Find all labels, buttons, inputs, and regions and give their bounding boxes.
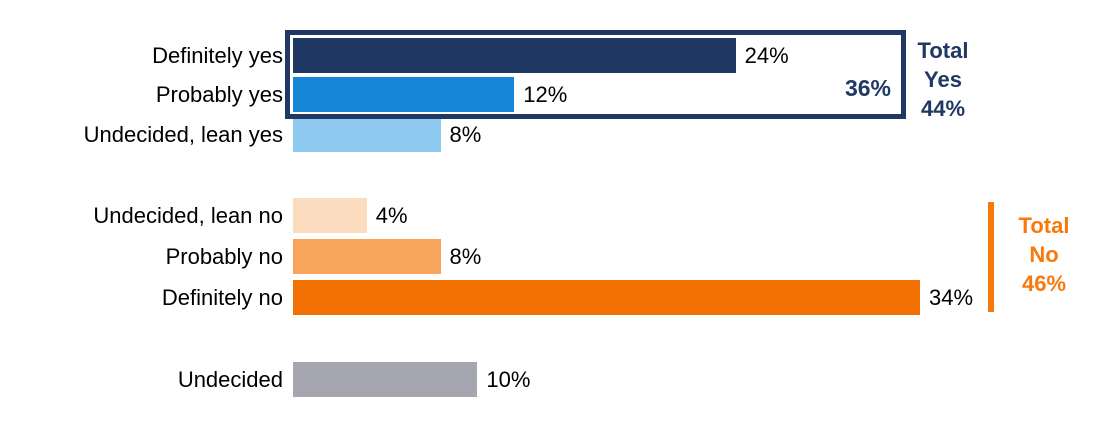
bar-row-definitely-no: Definitely no 34% [0, 280, 973, 315]
category-label: Undecided, lean no [93, 202, 283, 228]
yes-box-total-label: 36% [844, 75, 891, 101]
bar [293, 117, 441, 152]
category-label: Probably no [165, 243, 283, 269]
no-group-line [988, 202, 994, 312]
value-label: 8% [449, 121, 482, 147]
category-label: Undecided, lean yes [83, 121, 283, 147]
bar [293, 198, 367, 233]
bar [293, 239, 441, 274]
bar [293, 77, 515, 112]
bar-row-undecided: Undecided 10% [0, 362, 530, 397]
category-label: Definitely no [161, 284, 283, 310]
total-no-line1: Total [1018, 213, 1070, 238]
bar-row-definitely-yes: Definitely yes 24% [0, 38, 789, 73]
total-yes-line1: Total [917, 38, 969, 63]
total-yes-line2: Yes [924, 67, 962, 92]
bar-row-undecided-lean-no: Undecided, lean no 4% [0, 198, 408, 233]
bar [293, 280, 920, 315]
value-label: 24% [744, 42, 789, 68]
category-label: Probably yes [155, 81, 283, 107]
bar-row-probably-yes: Probably yes 12% [0, 77, 567, 112]
category-label: Undecided [177, 366, 283, 392]
value-label: 12% [523, 81, 568, 107]
value-label: 34% [929, 284, 974, 310]
value-label: 8% [449, 243, 482, 269]
bar-row-probably-no: Probably no 8% [0, 239, 481, 274]
bar-row-undecided-lean-yes: Undecided, lean yes 8% [0, 117, 481, 152]
total-yes-annotation: Total Yes 44% [901, 36, 985, 123]
value-label: 4% [375, 202, 408, 228]
category-label: Definitely yes [152, 42, 283, 68]
total-no-line2: No [1029, 242, 1059, 267]
bar [293, 362, 478, 397]
bar [293, 38, 736, 73]
total-no-annotation: Total No 46% [1002, 211, 1086, 298]
value-label: 10% [486, 366, 531, 392]
total-yes-line3: 44% [920, 96, 966, 121]
total-no-line3: 46% [1021, 271, 1067, 296]
